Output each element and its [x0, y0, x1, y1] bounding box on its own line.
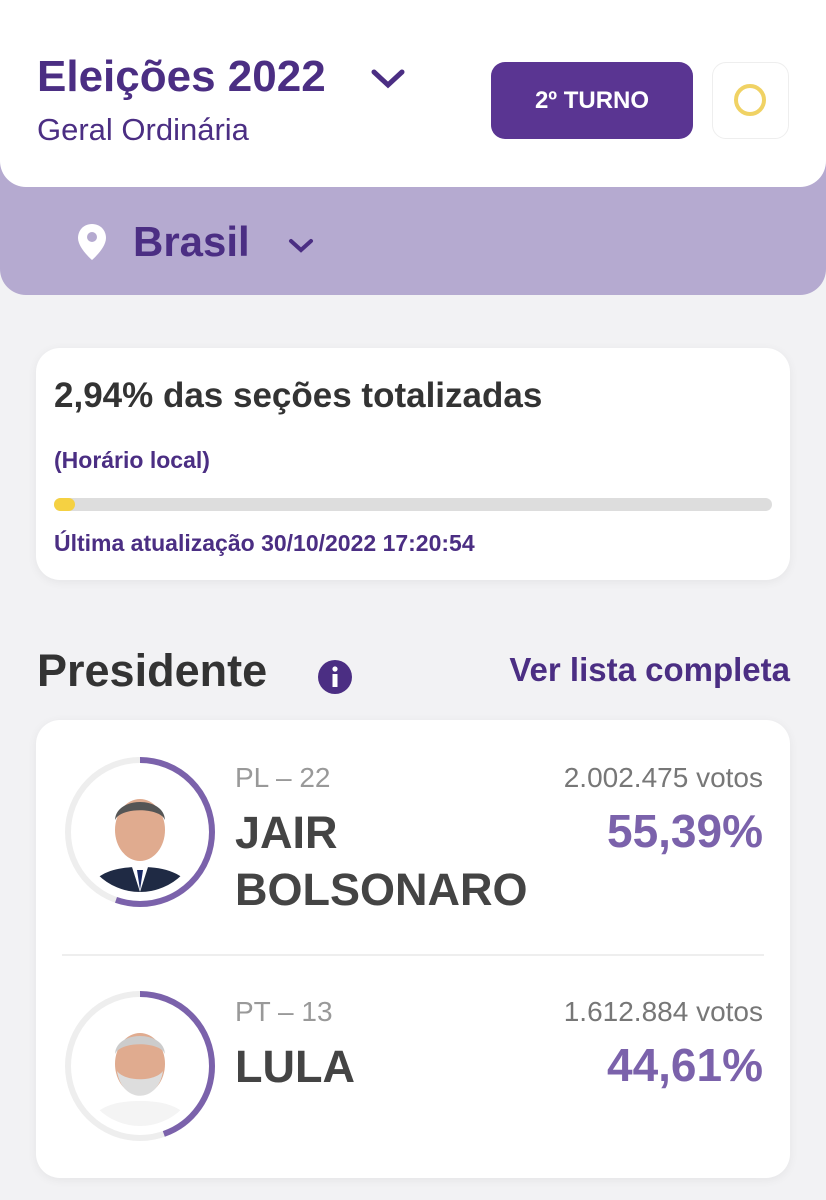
candidate-photo: [80, 1006, 200, 1126]
percent: 55,39%: [606, 805, 763, 857]
full-list-link[interactable]: Ver lista completa: [509, 651, 790, 688]
candidate-name: LULA: [235, 1041, 355, 1092]
candidate-photo: [80, 772, 200, 892]
party: PL – 22: [235, 762, 331, 793]
pin-icon: [78, 224, 106, 260]
candidate-ring: [65, 991, 215, 1141]
chevron[interactable]: [287, 236, 315, 256]
ring-arc: [65, 991, 215, 1141]
location[interactable]: Brasil: [133, 218, 250, 265]
status-card: [36, 348, 790, 580]
updated: Última atualização 30/10/2022 17:20:54: [54, 530, 475, 556]
chevron[interactable]: [368, 66, 408, 92]
election-title[interactable]: Eleições 2022: [37, 52, 326, 101]
votes: 1.612.884 votos: [563, 996, 763, 1027]
ring-arc: [65, 757, 215, 907]
status-title: 2,94% das seções totalizadas: [54, 376, 543, 415]
section-title: Presidente: [37, 645, 268, 696]
progress-bar: [54, 498, 772, 511]
election-subtitle: Geral Ordinária: [37, 112, 249, 147]
round-button[interactable]: 2º TURNO: [491, 62, 693, 139]
divider: [62, 954, 764, 956]
info-icon[interactable]: [317, 659, 353, 695]
votes: 2.002.475 votos: [563, 762, 763, 793]
theme-toggle[interactable]: [712, 62, 789, 139]
candidate-name: JAIR BOLSONARO: [235, 807, 528, 915]
party: PT – 13: [235, 996, 333, 1027]
percent: 44,61%: [606, 1039, 763, 1091]
progress-fill: [54, 498, 76, 511]
candidate-ring: [65, 757, 215, 907]
time-note: (Horário local): [54, 447, 210, 473]
